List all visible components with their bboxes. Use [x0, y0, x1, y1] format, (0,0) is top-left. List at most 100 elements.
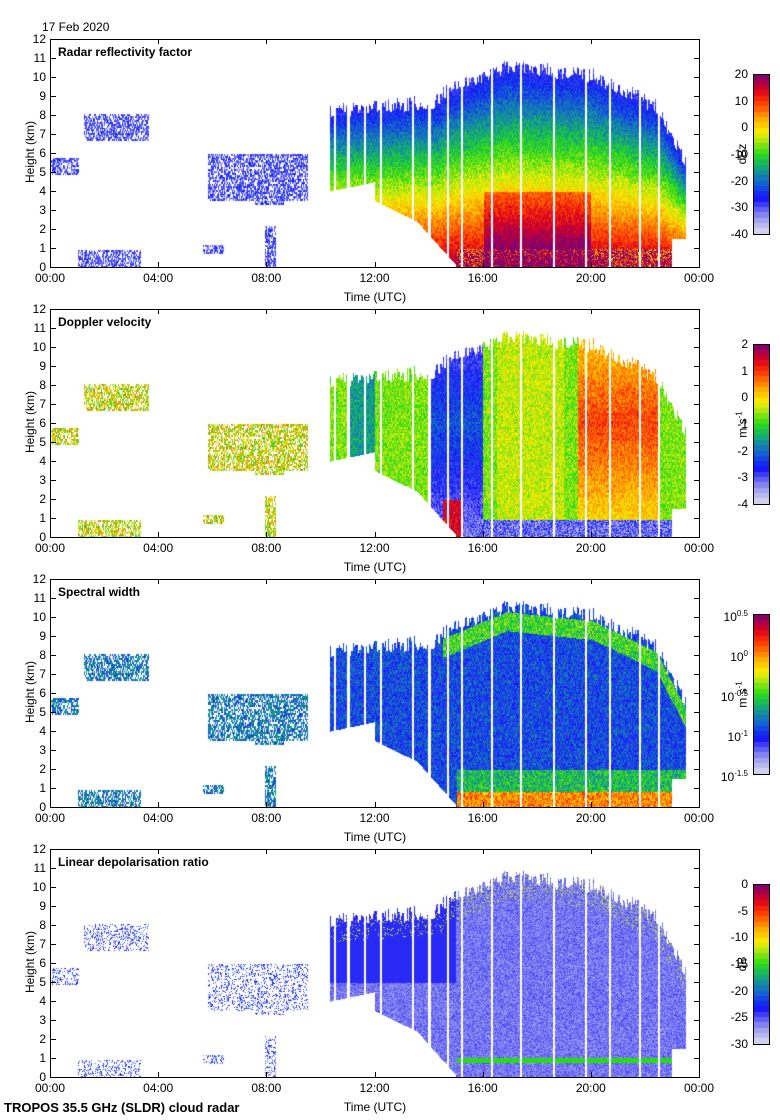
y-tick-mark — [694, 461, 700, 462]
y-tick-mark — [50, 404, 56, 405]
colorbar-tick-label: -3 — [737, 470, 748, 485]
y-tick-mark — [50, 1039, 56, 1040]
colorbar-tick-label: 100 — [708, 648, 748, 663]
y-tick-mark — [50, 385, 56, 386]
y-tick-mark — [50, 674, 56, 675]
x-tick-label: 00:00 — [683, 541, 715, 555]
y-tick-mark — [50, 906, 56, 907]
y-tick-label: 7 — [39, 127, 46, 141]
colorbar-tick-label: 0 — [741, 877, 748, 891]
y-tick-label: 6 — [39, 686, 46, 700]
y-tick-label: 4 — [39, 184, 46, 198]
colorbar-tick-label: -20 — [730, 983, 748, 998]
x-tick-mark — [482, 309, 484, 314]
y-tick-label: 10 — [32, 70, 46, 84]
x-axis-label: Time (UTC) — [343, 1100, 407, 1114]
y-tick-label: 4 — [39, 994, 46, 1008]
colorbar-unit-label: dBz — [735, 143, 749, 164]
y-axis-label: Height (km) — [23, 931, 37, 994]
x-tick-label: 20:00 — [575, 541, 606, 555]
y-tick-label: 11 — [33, 861, 46, 875]
x-tick-label: 04:00 — [143, 271, 174, 285]
y-tick-mark — [694, 906, 700, 907]
y-tick-label: 4 — [39, 454, 46, 468]
y-tick-label: 2 — [39, 492, 46, 506]
y-tick-label: 7 — [39, 667, 46, 681]
y-tick-mark — [50, 944, 56, 945]
colorbar-tick-label: 10-1 — [708, 728, 748, 743]
y-tick-mark — [694, 153, 700, 154]
y-tick-mark — [50, 1020, 56, 1021]
colorbar-tick-label: -40 — [730, 227, 748, 241]
y-tick-mark — [50, 461, 56, 462]
y-tick-mark — [50, 77, 56, 78]
x-tick-mark — [590, 532, 592, 537]
colorbar-tick-base: 10 — [720, 690, 735, 704]
y-tick-label: 11 — [33, 51, 46, 65]
y-tick-label: 0 — [39, 1070, 46, 1084]
y-tick-mark — [694, 925, 700, 926]
x-axis-label: Time (UTC) — [343, 560, 407, 574]
y-tick-label: 8 — [39, 108, 46, 122]
y-tick-label: 0 — [39, 260, 46, 274]
heatmap-image — [51, 850, 699, 1077]
colorbar-tick-label: 100.5 — [708, 608, 748, 623]
x-tick-label: 08:00 — [251, 1081, 282, 1095]
colorbar-gradient — [754, 345, 769, 504]
y-tick-mark — [694, 172, 700, 173]
colorbar-unit-main: m s — [735, 687, 750, 708]
colorbar-unit-exponent: -1 — [734, 680, 744, 688]
y-tick-label: 2 — [39, 762, 46, 776]
y-tick-label: 5 — [39, 975, 46, 989]
colorbar-tick-label: 0 — [741, 120, 748, 135]
y-tick-mark — [50, 731, 56, 732]
x-tick-mark — [266, 802, 268, 807]
y-tick-mark — [694, 404, 700, 405]
y-tick-mark — [50, 1058, 56, 1059]
x-tick-mark — [266, 849, 268, 854]
plot-area: Linear depolarisation ratio — [50, 849, 700, 1078]
y-tick-label: 10 — [32, 340, 46, 354]
y-tick-mark — [694, 617, 700, 618]
y-tick-label: 9 — [39, 89, 46, 103]
colorbar-tick-label: -15 — [730, 957, 748, 971]
y-tick-mark — [694, 96, 700, 97]
y-tick-mark — [694, 887, 700, 888]
y-tick-mark — [694, 191, 700, 192]
x-tick-mark — [158, 802, 160, 807]
y-tick-label: 7 — [39, 397, 46, 411]
y-tick-label: 10 — [32, 610, 46, 624]
y-tick-label: 2 — [39, 222, 46, 236]
y-tick-label: 1 — [39, 511, 46, 525]
x-tick-mark — [374, 532, 376, 537]
y-tick-label: 6 — [39, 416, 46, 430]
x-tick-label: 08:00 — [251, 811, 282, 825]
colorbar-tick-exponent: 0 — [743, 649, 748, 658]
y-tick-mark — [50, 115, 56, 116]
y-tick-mark — [694, 693, 700, 694]
colorbar-tick-label: -10 — [730, 930, 748, 945]
y-tick-mark — [50, 58, 56, 59]
y-tick-label: 12 — [32, 842, 46, 856]
panel-title: Radar reflectivity factor — [58, 45, 193, 59]
y-tick-label: 6 — [39, 956, 46, 970]
x-tick-mark — [266, 309, 268, 314]
colorbar-unit-main: m s — [735, 417, 750, 438]
y-tick-label: 5 — [39, 165, 46, 179]
x-tick-mark — [374, 1072, 376, 1077]
colorbar-tick-exponent: -0.5 — [734, 689, 748, 698]
x-axis-label: Time (UTC) — [343, 290, 407, 304]
colorbar-gradient — [754, 615, 769, 774]
plot-area: Radar reflectivity factor — [50, 39, 700, 268]
x-tick-mark — [590, 39, 592, 44]
x-tick-label: 20:00 — [575, 271, 606, 285]
y-tick-mark — [50, 499, 56, 500]
x-tick-label: 00:00 — [683, 271, 715, 285]
x-tick-mark — [158, 262, 160, 267]
y-tick-mark — [694, 982, 700, 983]
x-tick-label: 20:00 — [575, 811, 606, 825]
colorbar-tick-label: 10-1.5 — [708, 768, 748, 783]
x-tick-label: 04:00 — [143, 541, 174, 555]
x-tick-mark — [482, 262, 484, 267]
y-tick-mark — [50, 191, 56, 192]
